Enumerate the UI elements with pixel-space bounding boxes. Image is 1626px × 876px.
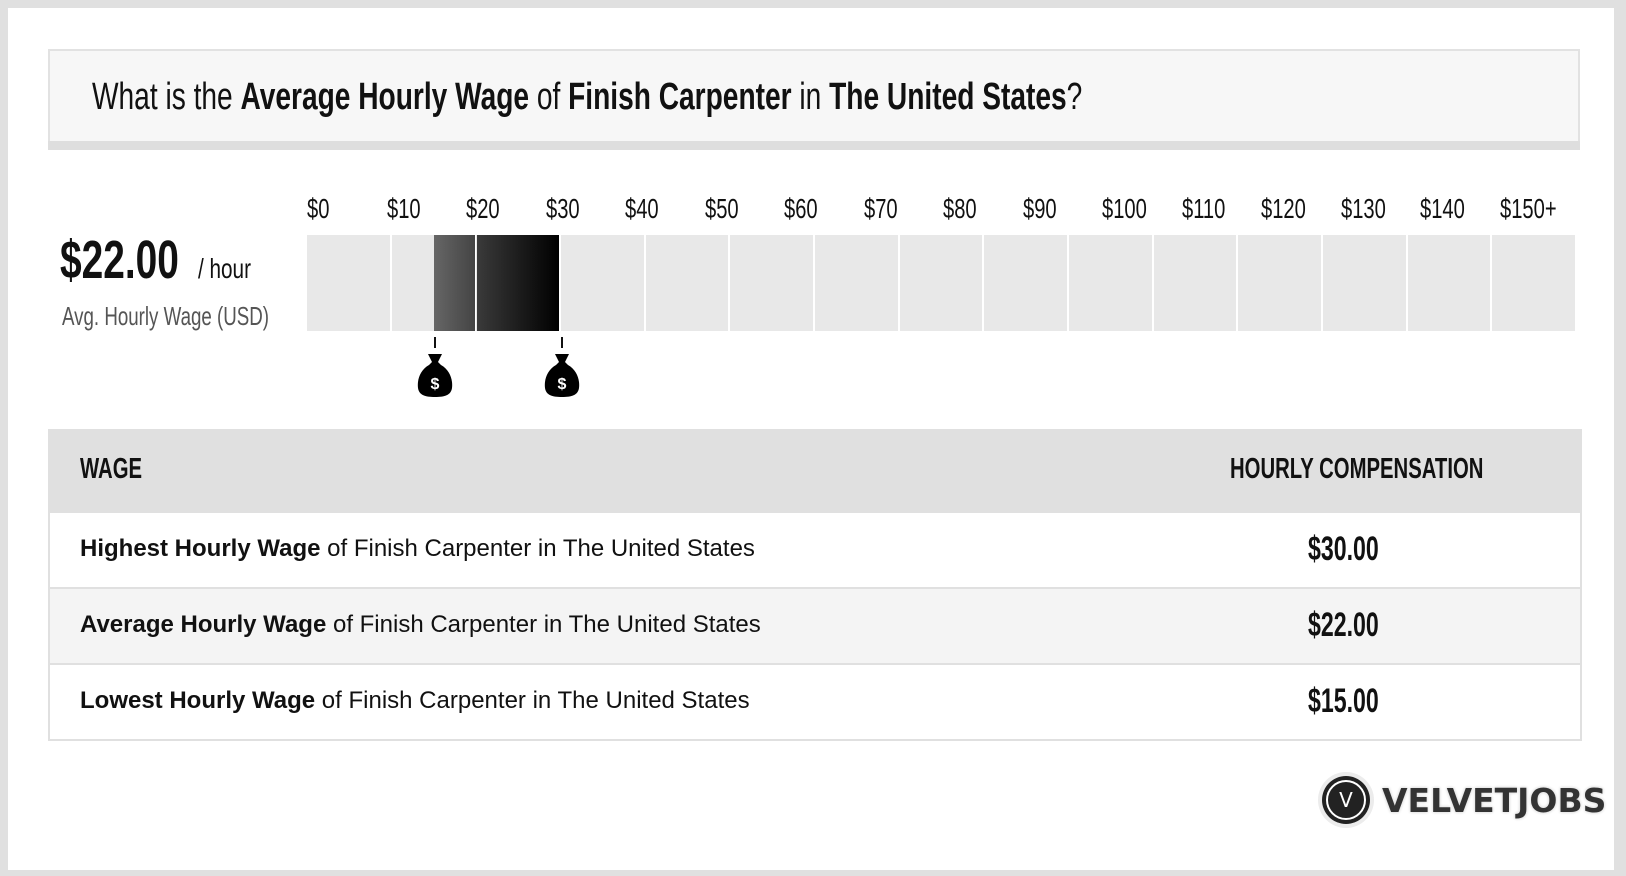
scale-cell <box>1069 235 1154 331</box>
row-value: $22.00 <box>1308 606 1379 644</box>
money-bag-icon: $ <box>544 354 580 397</box>
low-wage-marker-tick <box>434 337 436 348</box>
scale-cell <box>899 235 985 331</box>
average-wage-unit: / hour <box>198 253 251 284</box>
row-label: Highest Hourly Wage of Finish Carpenter … <box>80 535 755 562</box>
scale-cell <box>984 235 1070 331</box>
scale-tick-label: $130 <box>1340 193 1386 224</box>
scale-cell <box>1323 235 1408 331</box>
scale-tick-label: $0 <box>307 193 330 224</box>
wage-table: WAGE HOURLY COMPENSATION Highest Hourly … <box>48 429 1582 741</box>
table-row: Highest Hourly Wage of Finish Carpenter … <box>50 511 1580 587</box>
column-header-wage: WAGE <box>80 453 143 485</box>
wage-scale-bar <box>307 235 1576 331</box>
title-part: of <box>529 76 569 118</box>
scale-cell <box>1153 235 1239 331</box>
title-box: What is the Average Hourly Wage of Finis… <box>48 49 1580 141</box>
wage-card: What is the Average Hourly Wage of Finis… <box>8 8 1614 870</box>
row-label: Average Hourly Wage of Finish Carpenter … <box>80 611 761 638</box>
page-title: What is the Average Hourly Wage of Finis… <box>92 77 1082 117</box>
title-part: in <box>791 76 830 118</box>
title-part: What is the <box>92 76 241 118</box>
row-value: $30.00 <box>1308 530 1379 568</box>
table-row: Average Hourly Wage of Finish Carpenter … <box>50 587 1580 663</box>
scale-cell <box>730 235 816 331</box>
scale-cell <box>1238 235 1324 331</box>
scale-tick-label: $30 <box>545 193 580 224</box>
scale-tick-label: $50 <box>704 193 739 224</box>
scale-cell <box>561 235 646 331</box>
row-value: $15.00 <box>1308 682 1379 720</box>
table-header: WAGE HOURLY COMPENSATION <box>50 429 1580 511</box>
logo-letter: V <box>1339 788 1353 812</box>
scale-tick-label: $60 <box>784 193 818 224</box>
scale-tick-label: $100 <box>1102 193 1147 224</box>
scale-cell <box>1407 235 1493 331</box>
scale-tick-label: $80 <box>943 193 977 224</box>
wage-range-fill-low <box>434 235 475 331</box>
scale-tick-label: $110 <box>1181 193 1225 224</box>
svg-text:$: $ <box>431 376 440 393</box>
scale-tick-label: $40 <box>625 193 659 224</box>
title-underline <box>48 141 1580 150</box>
row-label: Lowest Hourly Wage of Finish Carpenter i… <box>80 687 750 714</box>
velvetjobs-logo[interactable]: V VELVETJOBS <box>1322 772 1606 828</box>
title-job: Finish Carpenter <box>568 76 792 118</box>
scale-tick-label: $90 <box>1022 193 1057 224</box>
logo-text: VELVETJOBS <box>1382 780 1607 820</box>
average-wage-value: $22.00 <box>60 230 179 290</box>
scale-tick-label: $10 <box>386 193 421 224</box>
average-wage-label: Avg. Hourly Wage (USD) <box>62 301 270 331</box>
svg-text:$: $ <box>558 376 567 393</box>
scale-cell <box>1492 235 1576 331</box>
title-part: ? <box>1066 76 1083 118</box>
title-metric: Average Hourly Wage <box>240 76 530 118</box>
scale-tick-label: $70 <box>863 193 898 224</box>
scale-tick-label: $150+ <box>1499 193 1557 224</box>
scale-cell <box>645 235 731 331</box>
scale-cell <box>815 235 900 331</box>
scale-cell <box>307 235 392 331</box>
high-wage-marker-tick <box>561 337 563 348</box>
scale-tick-label: $120 <box>1261 193 1306 224</box>
money-bag-icon: $ <box>417 354 453 397</box>
column-header-compensation: HOURLY COMPENSATION <box>1230 453 1484 485</box>
scale-tick-label: $20 <box>466 193 500 224</box>
wage-range-fill-high <box>477 235 559 331</box>
title-location: The United States <box>829 76 1067 118</box>
logo-circle-icon: V <box>1322 776 1370 824</box>
table-row: Lowest Hourly Wage of Finish Carpenter i… <box>50 663 1580 739</box>
scale-tick-label: $140 <box>1420 193 1465 224</box>
